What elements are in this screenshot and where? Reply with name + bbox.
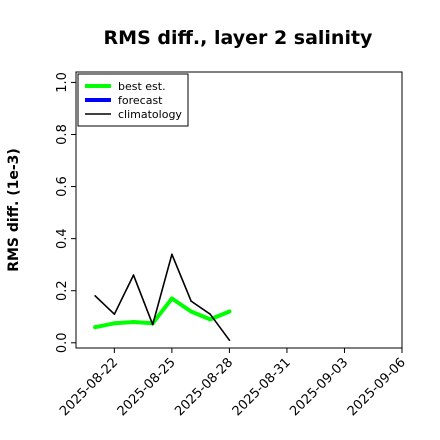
data-point xyxy=(208,317,213,322)
data-point xyxy=(190,300,192,302)
data-point xyxy=(132,274,135,276)
data-point xyxy=(227,309,232,314)
y-tick-label: 0.2 xyxy=(55,280,70,301)
data-point xyxy=(94,295,96,297)
data-point xyxy=(189,309,194,314)
data-point xyxy=(131,319,136,324)
data-point xyxy=(171,253,173,256)
plot-frame xyxy=(75,71,403,349)
data-point xyxy=(209,313,212,315)
y-tick-label: 1.0 xyxy=(55,72,70,93)
data-point xyxy=(169,296,174,301)
data-point xyxy=(228,339,231,341)
data-point xyxy=(112,321,117,326)
legend-label: best est. xyxy=(118,80,166,93)
legend-label: forecast xyxy=(118,94,163,107)
series-line xyxy=(94,253,231,342)
y-tick-label: 0.4 xyxy=(55,228,70,249)
y-tick-label: 0.8 xyxy=(55,124,70,145)
y-tick-label: 0.6 xyxy=(55,176,70,197)
y-tick-label: 0.0 xyxy=(55,332,70,353)
data-point xyxy=(151,323,154,326)
y-axis-label: RMS diff. (1e-3) xyxy=(6,148,22,272)
data-point xyxy=(93,325,98,330)
data-point xyxy=(113,313,116,315)
legend-label: climatology xyxy=(118,108,182,121)
series-line xyxy=(93,296,232,330)
chart-title: RMS diff., layer 2 salinity xyxy=(104,27,374,49)
